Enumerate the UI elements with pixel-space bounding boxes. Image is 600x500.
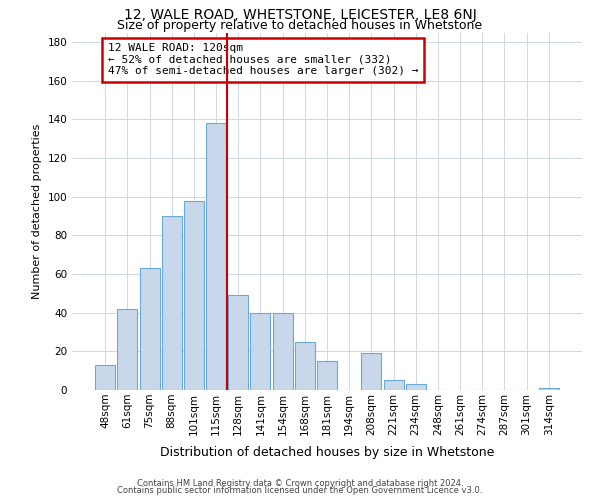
Text: 12, WALE ROAD, WHETSTONE, LEICESTER, LE8 6NJ: 12, WALE ROAD, WHETSTONE, LEICESTER, LE8…	[124, 8, 476, 22]
X-axis label: Distribution of detached houses by size in Whetstone: Distribution of detached houses by size …	[160, 446, 494, 459]
Bar	[118, 309, 137, 390]
Text: 12 WALE ROAD: 120sqm
← 52% of detached houses are smaller (332)
47% of semi-deta: 12 WALE ROAD: 120sqm ← 52% of detached h…	[108, 43, 418, 76]
Bar	[95, 365, 115, 390]
Bar	[250, 312, 271, 390]
Bar	[272, 312, 293, 390]
Bar	[317, 361, 337, 390]
Bar	[140, 268, 160, 390]
Y-axis label: Number of detached properties: Number of detached properties	[32, 124, 42, 299]
Bar	[383, 380, 404, 390]
Bar	[539, 388, 559, 390]
Text: Size of property relative to detached houses in Whetstone: Size of property relative to detached ho…	[118, 18, 482, 32]
Bar	[184, 200, 204, 390]
Text: Contains public sector information licensed under the Open Government Licence v3: Contains public sector information licen…	[118, 486, 482, 495]
Bar	[228, 296, 248, 390]
Bar	[406, 384, 426, 390]
Bar	[295, 342, 315, 390]
Bar	[206, 124, 226, 390]
Bar	[361, 354, 382, 390]
Bar	[162, 216, 182, 390]
Text: Contains HM Land Registry data © Crown copyright and database right 2024.: Contains HM Land Registry data © Crown c…	[137, 478, 463, 488]
